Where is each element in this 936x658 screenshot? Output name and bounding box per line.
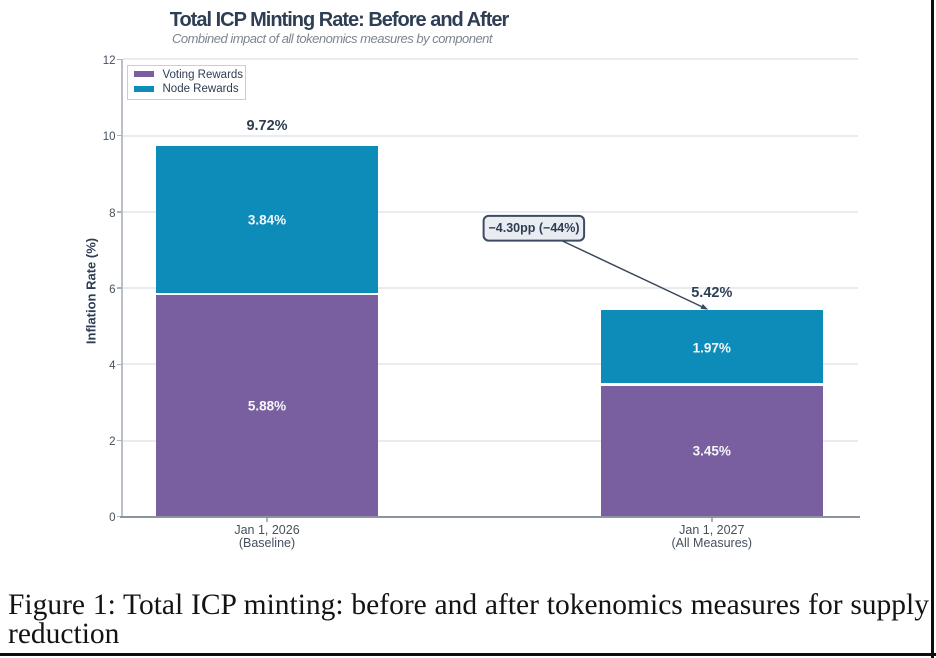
svg-text:−4.30pp (−44%): −4.30pp (−44%) — [488, 221, 579, 235]
